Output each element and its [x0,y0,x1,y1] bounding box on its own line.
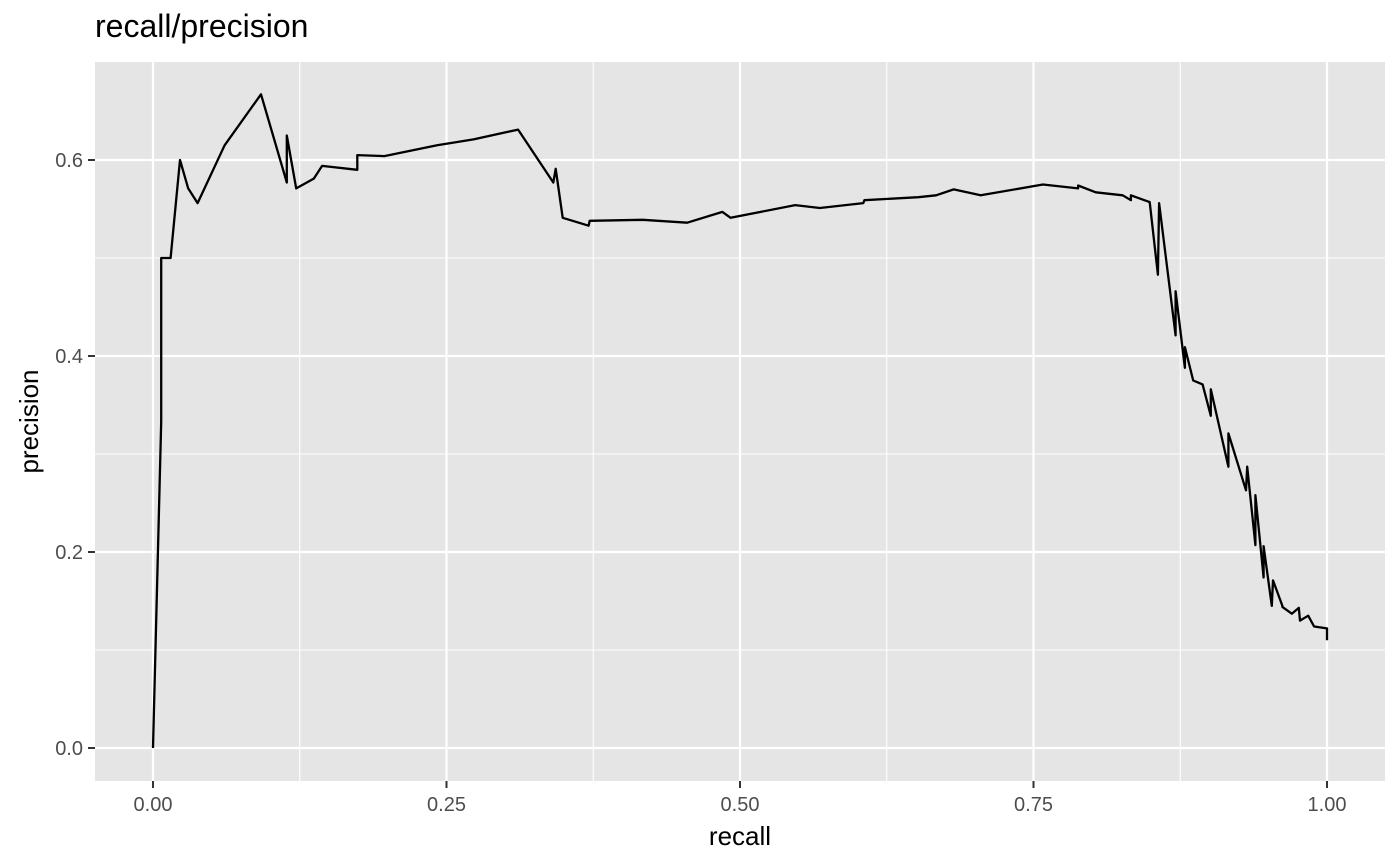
x-axis-label: recall [709,821,771,851]
series-layer [151,93,1329,749]
y-tick-label: 0.2 [55,542,83,564]
x-tick-label: 0.25 [427,794,466,816]
y-tick-label: 0.4 [55,346,83,368]
x-tick-label: 0.50 [721,794,760,816]
x-tick-label: 0.75 [1014,794,1053,816]
y-tick-label: 0.0 [55,738,83,760]
x-tick-label: 0.00 [134,794,173,816]
y-tick-label: 0.6 [55,150,83,172]
y-axis-ticks: 0.0 0.2 0.4 0.6 [55,150,95,760]
chart-title: recall/precision [95,8,309,44]
x-tick-label: 1.00 [1308,794,1347,816]
series-line [151,93,1329,749]
grid-major [95,62,1385,781]
x-axis-ticks: 0.00 0.25 0.50 0.75 1.00 [134,781,1347,816]
y-axis-label: precision [14,369,44,473]
